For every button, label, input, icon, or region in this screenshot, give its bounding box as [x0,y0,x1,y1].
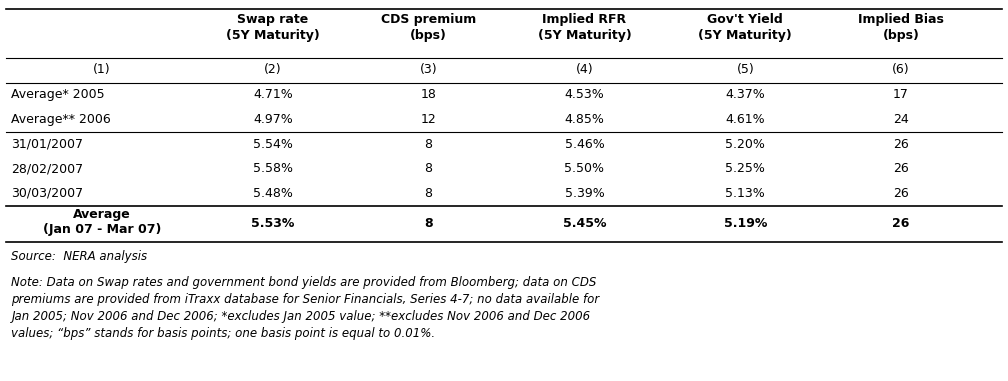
Text: 8: 8 [424,138,432,150]
Text: Swap rate
(5Y Maturity): Swap rate (5Y Maturity) [226,13,320,42]
Text: 5.58%: 5.58% [253,162,292,175]
Text: Source:  NERA analysis: Source: NERA analysis [11,250,147,263]
Text: 4.37%: 4.37% [726,88,765,101]
Text: 5.53%: 5.53% [251,217,294,230]
Text: 26: 26 [893,138,909,150]
Text: (4): (4) [576,63,594,76]
Text: Average: Average [73,208,131,221]
Text: 4.71%: 4.71% [253,88,292,101]
Text: 5.13%: 5.13% [726,187,765,200]
Text: 8: 8 [424,162,432,175]
Text: 5.20%: 5.20% [726,138,765,150]
Text: 5.19%: 5.19% [724,217,767,230]
Text: Note: Data on Swap rates and government bond yields are provided from Bloomberg;: Note: Data on Swap rates and government … [11,275,600,339]
Text: Implied Bias
(bps): Implied Bias (bps) [858,13,944,42]
Text: 31/01/2007: 31/01/2007 [11,138,84,150]
Text: 5.25%: 5.25% [726,162,765,175]
Text: (1): (1) [93,63,111,76]
Text: 4.85%: 4.85% [564,113,605,126]
Text: 24: 24 [893,113,909,126]
Text: 18: 18 [420,88,436,101]
Text: (Jan 07 - Mar 07): (Jan 07 - Mar 07) [42,223,161,236]
Text: 30/03/2007: 30/03/2007 [11,187,84,200]
Text: 5.45%: 5.45% [562,217,606,230]
Text: 5.46%: 5.46% [564,138,604,150]
Text: 8: 8 [424,187,432,200]
Text: CDS premium
(bps): CDS premium (bps) [381,13,476,42]
Text: (3): (3) [419,63,437,76]
Text: (2): (2) [264,63,281,76]
Text: 8: 8 [424,217,432,230]
Text: (5): (5) [737,63,754,76]
Text: 17: 17 [893,88,909,101]
Text: 12: 12 [420,113,436,126]
Text: Gov't Yield
(5Y Maturity): Gov't Yield (5Y Maturity) [699,13,792,42]
Text: Average* 2005: Average* 2005 [11,88,105,101]
Text: 5.39%: 5.39% [564,187,604,200]
Text: 26: 26 [892,217,910,230]
Text: 28/02/2007: 28/02/2007 [11,162,84,175]
Text: Implied RFR
(5Y Maturity): Implied RFR (5Y Maturity) [537,13,631,42]
Text: Average** 2006: Average** 2006 [11,113,111,126]
Text: 4.53%: 4.53% [564,88,604,101]
Text: 5.50%: 5.50% [564,162,605,175]
Text: 26: 26 [893,187,909,200]
Text: 4.61%: 4.61% [726,113,765,126]
Text: 26: 26 [893,162,909,175]
Text: 5.48%: 5.48% [253,187,292,200]
Text: 5.54%: 5.54% [253,138,292,150]
Text: (6): (6) [892,63,910,76]
Text: 4.97%: 4.97% [253,113,292,126]
